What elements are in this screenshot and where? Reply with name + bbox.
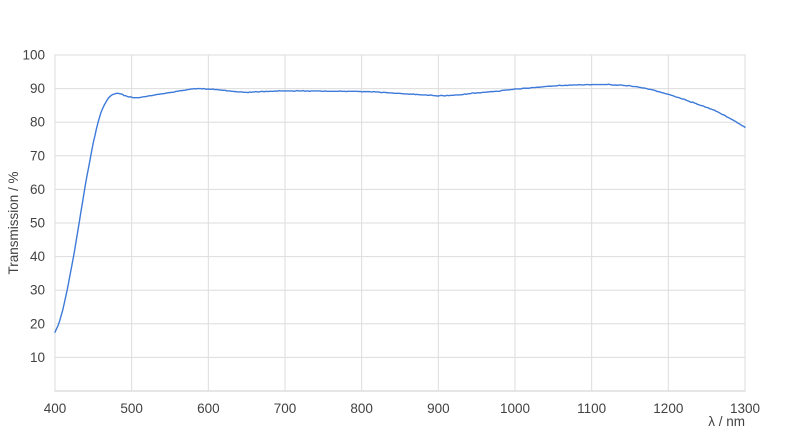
svg-text:800: 800: [350, 401, 373, 416]
svg-text:600: 600: [197, 401, 220, 416]
svg-text:Transmission / %: Transmission / %: [6, 171, 21, 274]
svg-text:1100: 1100: [577, 401, 606, 416]
svg-text:100: 100: [22, 48, 45, 63]
svg-text:10: 10: [30, 350, 45, 365]
svg-text:1000: 1000: [500, 401, 530, 416]
svg-text:80: 80: [30, 115, 45, 130]
svg-text:λ / nm: λ / nm: [708, 414, 745, 429]
svg-text:90: 90: [30, 81, 45, 96]
svg-text:400: 400: [44, 401, 67, 416]
svg-text:70: 70: [30, 148, 45, 163]
svg-text:30: 30: [30, 283, 45, 298]
svg-text:700: 700: [274, 401, 297, 416]
svg-text:20: 20: [30, 316, 45, 331]
svg-text:60: 60: [30, 182, 45, 197]
svg-text:50: 50: [30, 216, 45, 231]
svg-text:500: 500: [120, 401, 143, 416]
svg-text:900: 900: [427, 401, 450, 416]
svg-text:1200: 1200: [653, 401, 683, 416]
svg-text:40: 40: [30, 249, 45, 264]
